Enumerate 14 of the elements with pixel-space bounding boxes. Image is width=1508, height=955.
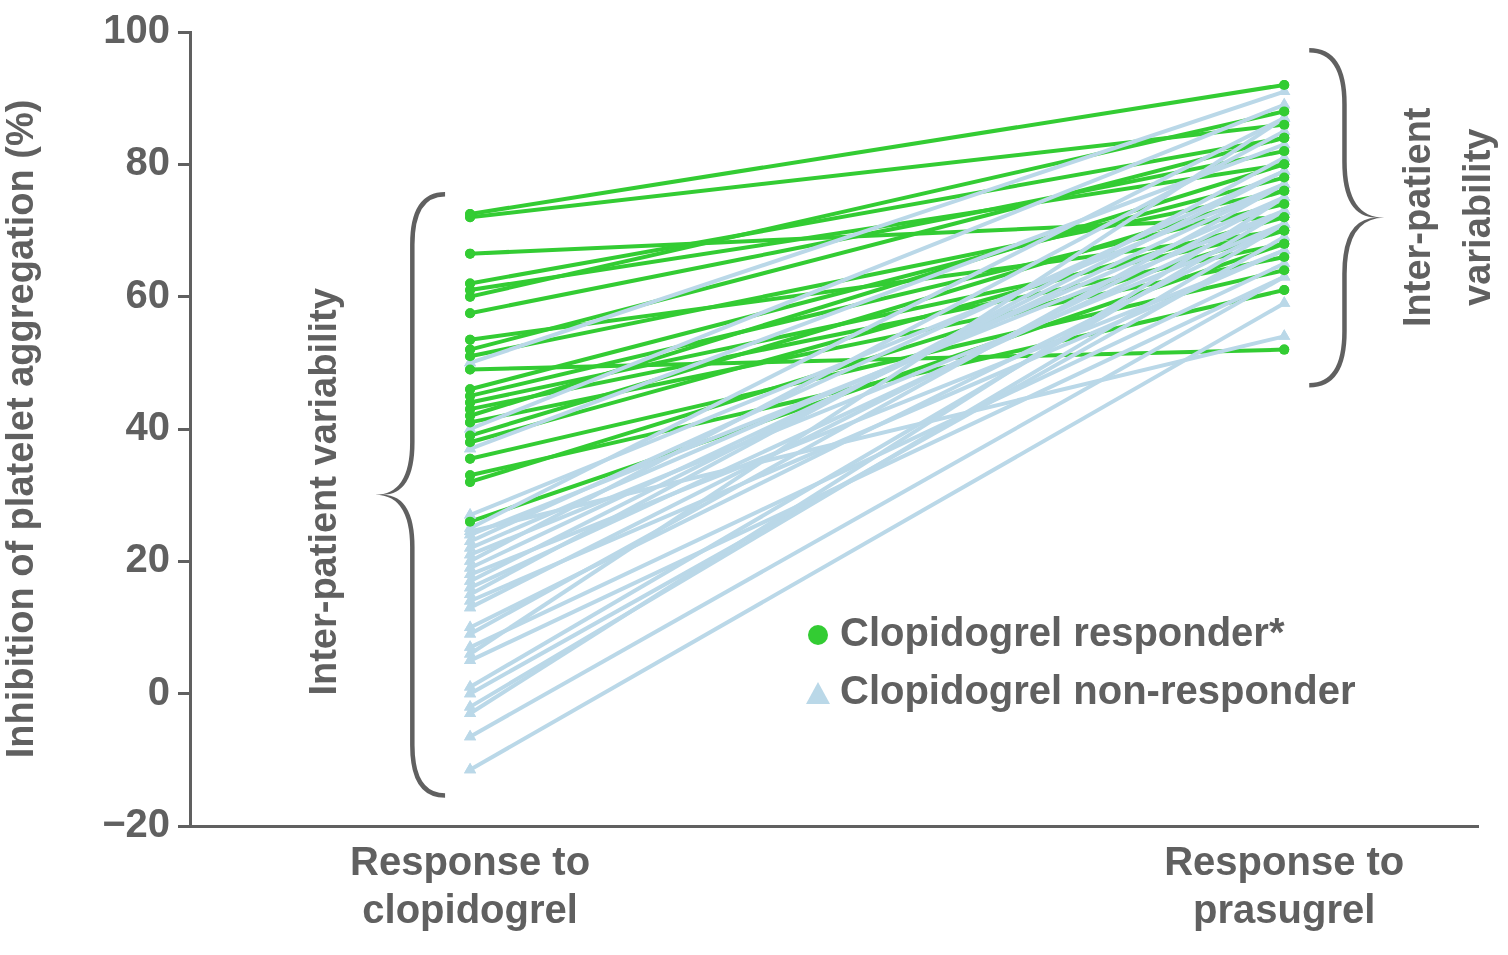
- y-tick-label: 40: [125, 404, 170, 449]
- x-tick-label: Response to clopidogrel: [350, 839, 591, 932]
- x-tick-label: Response to prasugrel: [1164, 839, 1405, 932]
- legend-label: Clopidogrel non-responder: [840, 668, 1356, 713]
- legend-label: Clopidogrel responder*: [840, 610, 1285, 655]
- y-tick-label: 100: [103, 7, 170, 52]
- y-tick-label: 60: [125, 271, 170, 316]
- y-axis-title: Inhibition of platelet aggregation (%): [0, 99, 42, 759]
- annotation: Inter-patient variability: [1395, 107, 1498, 328]
- y-tick-label: 0: [147, 668, 170, 713]
- y-tick-label: 20: [125, 536, 170, 581]
- y-tick-label: −20: [102, 801, 170, 846]
- annotation: Inter-patient variability: [301, 288, 344, 696]
- y-tick-label: 80: [125, 139, 170, 184]
